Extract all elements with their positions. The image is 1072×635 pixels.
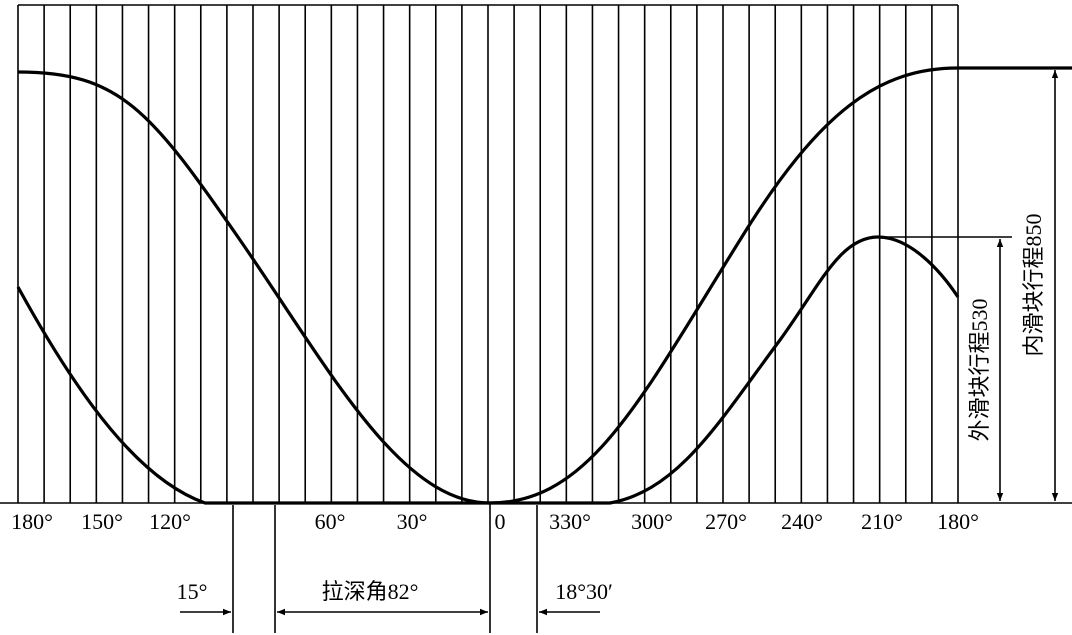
angle-label: 300° — [631, 509, 673, 534]
angle-label: 180° — [937, 509, 979, 534]
grid — [17, 5, 959, 503]
inner-curve — [17, 66, 1072, 505]
outer-stroke-label: 外滑块行程530 — [967, 298, 992, 441]
angle-labels: 180° 150° 120° 60° 30° 0 330° 300° 270° 240° 210° 1… — [11, 509, 979, 534]
right-angle-label: 18°30′ — [555, 579, 613, 604]
angle-label: 60° — [315, 509, 346, 534]
draw-angle-label: 拉深角82° — [322, 579, 419, 604]
angle-label: 0 — [495, 509, 506, 534]
angle-label: 270° — [705, 509, 747, 534]
angle-label: 120° — [149, 509, 191, 534]
angle-label: 240° — [781, 509, 823, 534]
left-angle-label: 15° — [177, 579, 208, 604]
angle-label: 180° — [11, 509, 53, 534]
angle-label: 210° — [861, 509, 903, 534]
angle-label: 150° — [81, 509, 123, 534]
angle-label: 30° — [397, 509, 428, 534]
angle-label: 330° — [549, 509, 591, 534]
inner-stroke-label: 内滑块行程850 — [1021, 213, 1046, 356]
